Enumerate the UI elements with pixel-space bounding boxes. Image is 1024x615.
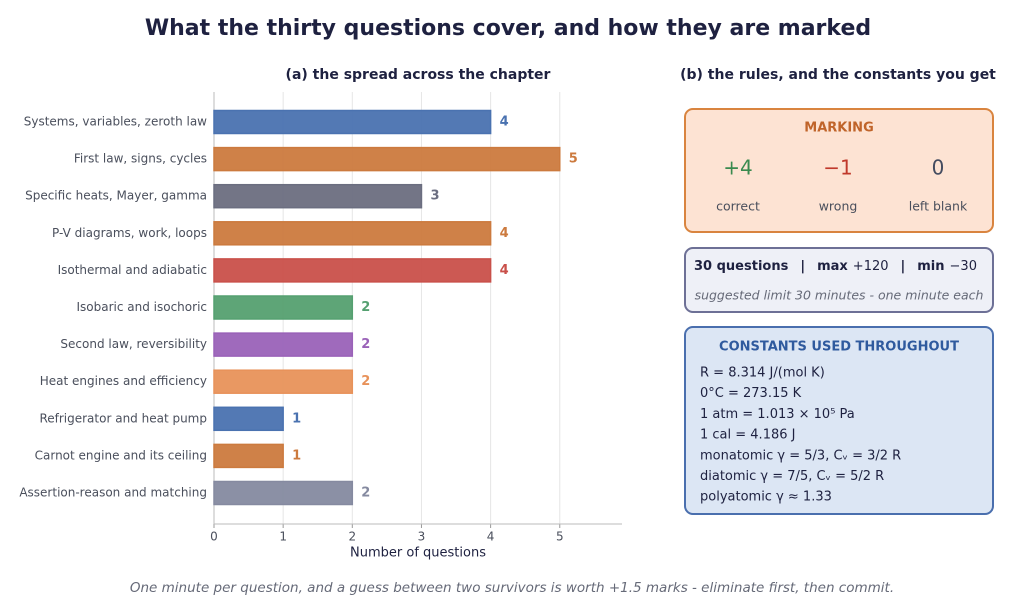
y-tick-label: Systems, variables, zeroth law	[24, 115, 207, 129]
value-label: 2	[361, 300, 370, 315]
summary-note: suggested limit 30 minutes - one minute …	[695, 288, 984, 303]
marking-label: left blank	[909, 199, 968, 214]
marking-value: +4	[723, 156, 752, 180]
bar	[213, 258, 492, 283]
y-tick-label: Isobaric and isochoric	[76, 300, 207, 314]
bar	[213, 109, 492, 135]
value-label: 1	[292, 411, 301, 426]
chart-subtitle: (a) the spread across the chapter	[286, 67, 551, 83]
y-tick-label: Heat engines and efficiency	[40, 374, 207, 388]
value-label: 3	[430, 189, 439, 204]
marking-label: wrong	[819, 199, 858, 214]
value-label: 5	[569, 152, 578, 167]
x-axis-label: Number of questions	[350, 546, 486, 561]
constants-box	[684, 326, 994, 515]
value-label: 4	[500, 226, 509, 241]
marking-label: correct	[716, 199, 760, 214]
min-label: min	[917, 259, 944, 274]
constant-line: diatomic γ = 7/5, Cᵥ = 5/2 R	[700, 469, 884, 484]
marking-box	[684, 108, 994, 233]
value-label: 4	[500, 263, 509, 278]
y-tick-label: Carnot engine and its ceiling	[35, 448, 207, 462]
marking-value: 0	[932, 156, 945, 180]
bar	[213, 221, 492, 246]
y-tick-label: First law, signs, cycles	[74, 152, 207, 166]
value-label: 2	[361, 486, 370, 501]
panel-title: (b) the rules, and the constants you get	[680, 67, 996, 83]
constant-line: 0°C = 273.15 K	[700, 386, 802, 401]
constant-line: 1 cal = 4.186 J	[700, 428, 795, 443]
x-tick-label: 4	[487, 530, 495, 544]
y-tick-label: Assertion-reason and matching	[19, 486, 207, 500]
min-value: −30	[950, 259, 977, 274]
y-tick-label: Refrigerator and heat pump	[39, 411, 207, 425]
constants-title: CONSTANTS USED THROUGHOUT	[719, 340, 959, 355]
value-label: 4	[500, 115, 509, 130]
bar	[213, 443, 284, 469]
sep: |	[800, 259, 805, 274]
value-label: 2	[361, 337, 370, 352]
bar	[213, 332, 354, 357]
page-title: What the thirty questions cover, and how…	[145, 16, 871, 41]
y-tick-label: Isothermal and adiabatic	[58, 263, 207, 277]
marking-value: −1	[823, 156, 852, 180]
footer: One minute per question, and a guess bet…	[130, 580, 894, 596]
constant-line: polyatomic γ ≈ 1.33	[700, 490, 832, 505]
marking-title: MARKING	[804, 121, 873, 136]
count: 30 questions	[694, 259, 789, 274]
max-label: max	[817, 259, 848, 274]
sep: |	[901, 259, 906, 274]
bar	[213, 183, 423, 209]
x-tick-label: 5	[556, 530, 564, 544]
x-tick-label: 1	[279, 530, 287, 544]
y-tick-label: P-V diagrams, work, loops	[52, 226, 207, 240]
constant-line: monatomic γ = 5/3, Cᵥ = 3/2 R	[700, 448, 901, 463]
summary-box	[684, 247, 994, 313]
bar	[213, 146, 561, 172]
x-tick-label: 3	[418, 530, 426, 544]
value-label: 2	[361, 374, 370, 389]
bar	[213, 369, 354, 394]
y-tick-label: Specific heats, Mayer, gamma	[25, 189, 207, 203]
y-tick-label: Second law, reversibility	[60, 337, 207, 351]
x-tick-label: 0	[210, 530, 218, 544]
constant-line: 1 atm = 1.013 × 10⁵ Pa	[700, 407, 855, 422]
constant-line: R = 8.314 J/(mol K)	[700, 366, 825, 381]
summary-line: 30 questions | max +120 | min −30	[694, 259, 977, 274]
bar	[213, 480, 354, 506]
max-value: +120	[853, 259, 889, 274]
value-label: 1	[292, 448, 301, 463]
bar	[213, 295, 354, 320]
bar	[213, 406, 284, 432]
x-tick-label: 2	[348, 530, 356, 544]
